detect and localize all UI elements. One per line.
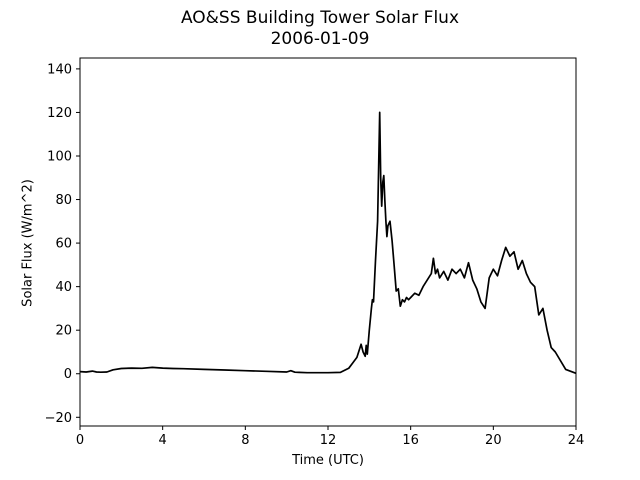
y-tick-label: 100 [47, 149, 72, 164]
plot-frame [79, 57, 577, 427]
y-tick-label: 40 [55, 280, 72, 295]
y-tick-label: 80 [55, 193, 72, 208]
y-tick-label: 140 [47, 62, 72, 77]
x-axis-label: Time (UTC) [292, 453, 364, 468]
x-tick-label: 24 [568, 433, 585, 448]
x-tick-label: 8 [241, 433, 249, 448]
y-tick-label: 120 [47, 106, 72, 121]
solar-flux-line [79, 111, 577, 375]
chart-title: AO&SS Building Tower Solar Flux [180, 8, 460, 28]
x-tick-label: 16 [402, 433, 419, 448]
chart-subtitle: 2006-01-09 [270, 29, 370, 49]
x-tick-label: 0 [76, 433, 84, 448]
y-tick-label: 0 [64, 367, 72, 382]
x-tick-label: 20 [485, 433, 502, 448]
x-tick-label: 4 [159, 433, 167, 448]
y-tick-label: 20 [55, 324, 72, 339]
y-tick-label: −20 [45, 411, 72, 426]
x-tick-label: 12 [320, 433, 337, 448]
y-tick-label: 60 [55, 237, 72, 252]
